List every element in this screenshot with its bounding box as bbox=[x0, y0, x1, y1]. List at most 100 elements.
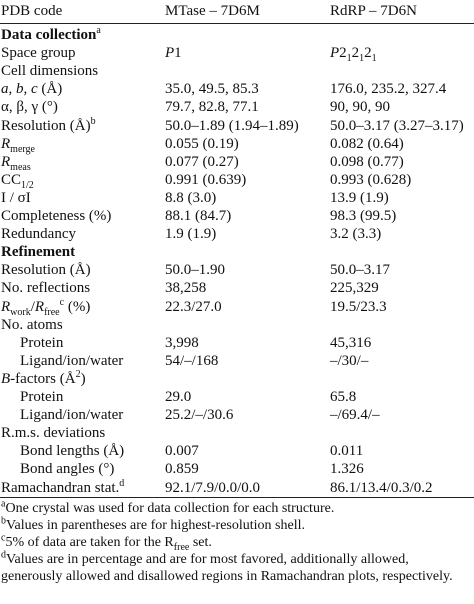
row-label: Rwork/Rfreec (%) bbox=[1, 296, 90, 318]
row-label: Redundancy bbox=[1, 225, 76, 243]
value-text: 1.9 (1.9) bbox=[165, 226, 217, 243]
label-text: Protein bbox=[20, 334, 64, 351]
value-text: 54/–/168 bbox=[165, 352, 219, 369]
table-row: Ramachandran stat.d 92.1/7.9/0.0/0.0 86.1/… bbox=[0, 478, 474, 497]
header-cell: MTase – 7D6M bbox=[165, 3, 260, 19]
label-text: Data collection bbox=[1, 27, 97, 43]
table-row: R.m.s. deviations bbox=[0, 424, 474, 442]
value-cell: 19.5/23.3 bbox=[330, 298, 387, 316]
table-row: Ligand/ion/water 54/–/168 –/30/– bbox=[0, 352, 474, 370]
row-label: Resolution (Å)b bbox=[1, 115, 96, 135]
text: Values are in percentage and are for mos… bbox=[1, 552, 453, 584]
label-text: R bbox=[1, 135, 11, 152]
value-text: 225,329 bbox=[330, 280, 379, 297]
value-text: 38,258 bbox=[165, 280, 207, 297]
value-cell: 13.9 (1.9) bbox=[330, 189, 389, 207]
value-cell: 0.859 bbox=[165, 460, 199, 478]
value-text: 35.0, 49.5, 85.3 bbox=[165, 81, 259, 98]
value-text: 2 bbox=[364, 45, 372, 62]
value-cell: 0.098 (0.77) bbox=[330, 153, 404, 171]
label-text: CC bbox=[1, 171, 22, 188]
value-cell: 0.007 bbox=[165, 442, 199, 460]
value-text: 1 bbox=[346, 53, 352, 65]
header-cell: RdRP – 7D6N bbox=[330, 3, 417, 19]
value-text: 0.007 bbox=[165, 443, 199, 460]
text: c bbox=[1, 532, 6, 544]
value-text: 92.1/7.9/0.0/0.0 bbox=[165, 479, 261, 496]
header-cell: PDB code bbox=[1, 3, 63, 19]
value-text: 19.5/23.3 bbox=[330, 298, 387, 315]
label-text: α, β, γ (°) bbox=[1, 99, 58, 116]
table-row: Protein 3,998 45,316 bbox=[0, 334, 474, 352]
row-label: Completeness (%) bbox=[1, 207, 111, 225]
table-row: Refinement bbox=[0, 243, 474, 261]
value-text: 79.7, 82.8, 77.1 bbox=[165, 99, 259, 116]
value-cell: 50.0–3.17 bbox=[330, 261, 390, 279]
label-text: -factors (Å bbox=[10, 370, 76, 387]
value-text: 50.0–3.17 bbox=[330, 262, 390, 279]
table-row: B-factors (Å2) bbox=[0, 369, 474, 388]
table-row: Resolution (Å)b 50.0–1.89 (1.94–1.89) 50.0… bbox=[0, 115, 474, 135]
value-cell: 0.993 (0.628) bbox=[330, 171, 411, 189]
value-cell: 25.2/–/30.6 bbox=[165, 406, 233, 424]
table-row: No. atoms bbox=[0, 316, 474, 334]
value-text: 0.991 (0.639) bbox=[165, 171, 247, 188]
table-row: α, β, γ (°) 79.7, 82.8, 77.1 90, 90, 90 bbox=[0, 98, 474, 116]
label-text: b bbox=[90, 115, 96, 127]
value-cell: 3,998 bbox=[165, 334, 199, 352]
value-cell: 98.3 (99.5) bbox=[330, 207, 396, 225]
text: set. bbox=[189, 535, 212, 550]
table-row: Completeness (%) 88.1 (84.7) 98.3 (99.5) bbox=[0, 207, 474, 225]
value-cell: 50.0–1.89 (1.94–1.89) bbox=[165, 117, 299, 135]
rule bbox=[0, 497, 474, 498]
value-text: 8.8 (3.0) bbox=[165, 189, 217, 206]
value-text: 176.0, 235.2, 327.4 bbox=[330, 81, 447, 98]
row-label: B-factors (Å2) bbox=[1, 369, 86, 388]
value-cell: 79.7, 82.8, 77.1 bbox=[165, 98, 259, 116]
table-row: Redundancy 1.9 (1.9) 3.2 (3.3) bbox=[0, 225, 474, 243]
table-row: a, b, c (Å) 35.0, 49.5, 85.3 176.0, 235.2,… bbox=[0, 80, 474, 98]
label-text: B bbox=[1, 370, 11, 387]
text: d bbox=[1, 549, 6, 561]
table-row: Space group P1 P212121 bbox=[0, 44, 474, 65]
row-label: Data collectiona bbox=[1, 26, 101, 44]
value-text: P bbox=[165, 45, 175, 62]
value-cell: 29.0 bbox=[165, 388, 191, 406]
value-cell: 176.0, 235.2, 327.4 bbox=[330, 80, 446, 98]
value-cell: 0.011 bbox=[330, 442, 363, 460]
value-cell: 0.055 (0.19) bbox=[165, 135, 239, 153]
table-row: Data collectiona bbox=[0, 26, 474, 44]
label-text: work bbox=[10, 306, 31, 318]
row-label: Refinement bbox=[1, 243, 75, 261]
rule bbox=[0, 23, 474, 24]
footnotes: aOne crystal was used for data collectio… bbox=[1, 499, 473, 585]
label-text: meas bbox=[10, 161, 31, 173]
label-text: ) bbox=[80, 370, 86, 387]
table-row: No. reflections 38,258 225,329 bbox=[0, 279, 474, 297]
label-text: b bbox=[16, 81, 24, 98]
row-label: No. atoms bbox=[1, 316, 63, 334]
value-cell: 0.991 (0.639) bbox=[165, 171, 246, 189]
value-text: –/30/– bbox=[330, 352, 369, 369]
value-text: 1 bbox=[371, 53, 377, 65]
label-text: / bbox=[30, 298, 35, 315]
label-text: R bbox=[1, 153, 11, 170]
value-cell: 35.0, 49.5, 85.3 bbox=[165, 80, 259, 98]
label-text: R.m.s. deviations bbox=[1, 425, 106, 442]
footnote: c5% of data are taken for the Rfree set. bbox=[1, 532, 473, 552]
table-row: Rmeas 0.077 (0.27) 0.098 (0.77) bbox=[0, 153, 474, 173]
label-text: , bbox=[8, 81, 16, 98]
text: b bbox=[1, 515, 6, 527]
value-cell: P1 bbox=[165, 44, 182, 62]
value-text: 65.8 bbox=[330, 389, 357, 405]
row-label: a, b, c (Å) bbox=[1, 80, 62, 98]
label-text: Bond angles (°) bbox=[20, 461, 115, 478]
value-text: 1 bbox=[174, 45, 182, 62]
table-row: Rmerge 0.055 (0.19) 0.082 (0.64) bbox=[0, 135, 474, 155]
value-cell: 38,258 bbox=[165, 279, 206, 297]
row-label: CC1/2 bbox=[1, 171, 34, 191]
value-text: 50.0–1.90 bbox=[165, 262, 225, 279]
label-text: c bbox=[59, 296, 65, 308]
value-cell: 1.326 bbox=[330, 460, 364, 478]
label-text: c bbox=[31, 81, 38, 98]
